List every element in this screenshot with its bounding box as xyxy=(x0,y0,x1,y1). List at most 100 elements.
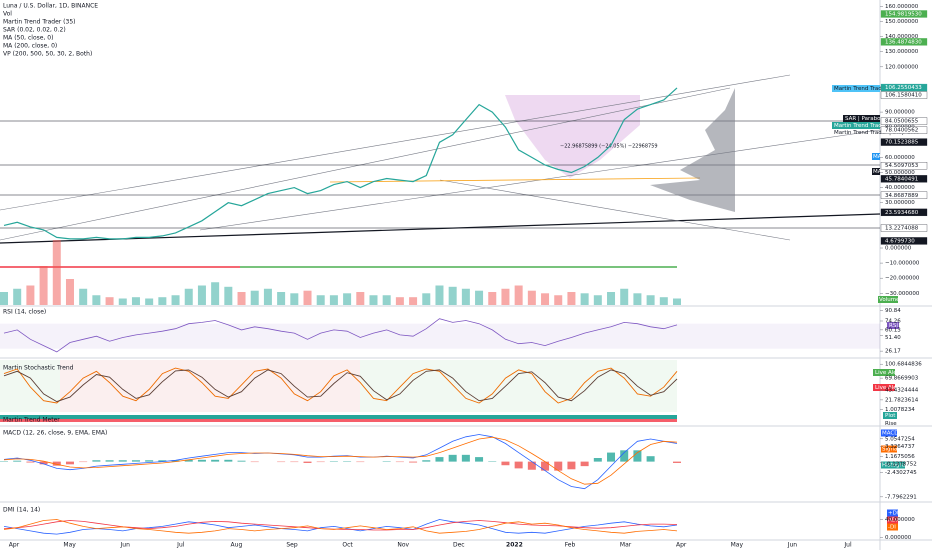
x-axis-label: Jun xyxy=(120,542,131,549)
macd-histogram-bar xyxy=(211,459,220,462)
volume-bar xyxy=(659,297,668,305)
line-tag: Martin Trend Trader | Trend Line xyxy=(834,123,922,129)
volume-bar xyxy=(65,279,74,305)
axis-label: −10.000000 xyxy=(885,261,920,267)
price-tag-bg xyxy=(880,208,928,217)
measure-annotation: −22.96875899 (−24.05%) −22968759 xyxy=(560,144,658,150)
axis-label: 1.0078234 xyxy=(885,407,915,413)
macd-histogram-bar xyxy=(409,461,418,463)
dmi-tag: -DI xyxy=(888,525,896,531)
tag-bg xyxy=(843,115,880,122)
axis-label: 60.13 xyxy=(885,327,901,333)
macd-histogram-bar xyxy=(52,461,61,466)
x-axis-label: Feb xyxy=(565,542,576,549)
axis-label: 40.000000 xyxy=(885,517,915,523)
x-axis-label: Sep xyxy=(286,542,298,549)
price-tag-bg xyxy=(880,191,928,199)
price-tag: 54.5097053 xyxy=(885,163,919,169)
line-tags: Martin Trend Trader | Live Alert SAR | P… xyxy=(832,85,922,303)
x-axis-label: Oct xyxy=(342,542,353,549)
dmi-tag: ADX xyxy=(888,518,900,524)
price-tag-bg xyxy=(880,38,928,46)
meter-title: Martin Trend Meter xyxy=(3,417,60,424)
axis-label: 140.000000 xyxy=(885,34,919,40)
price-tag-bg xyxy=(880,91,928,99)
tag-bg xyxy=(873,384,895,391)
macd-histogram-bar xyxy=(448,454,457,462)
dmi-title: DMI (14, 14) xyxy=(3,507,40,514)
line-tag: Volume xyxy=(879,297,900,303)
price-tag: 45.7840491 xyxy=(885,176,918,182)
axis-label: 90.84 xyxy=(885,308,901,314)
volume-bar xyxy=(422,293,431,305)
volume-bar xyxy=(0,292,8,305)
volume-bar xyxy=(92,295,101,305)
x-axis-label: Dec xyxy=(453,542,465,549)
symbol-title: Luna / U.S. Dollar, 1D, BINANCE xyxy=(3,3,98,10)
trendline xyxy=(0,74,791,211)
tag-bg xyxy=(881,429,897,437)
x-axis-label: Mar xyxy=(620,542,632,549)
volume-bar xyxy=(224,286,233,305)
tag-bg xyxy=(887,322,899,329)
volume-bar xyxy=(461,288,470,305)
volume-bar xyxy=(105,297,114,305)
trendline xyxy=(0,87,731,241)
dmi-line xyxy=(3,519,678,534)
axis-label: -7.7962291 xyxy=(885,494,917,500)
volume-bar xyxy=(369,295,378,305)
volume-bar xyxy=(79,288,88,305)
volume-bar xyxy=(580,293,589,305)
axis-label: 5.0547254 xyxy=(885,436,915,442)
volume-bar xyxy=(356,292,365,305)
volume-bar xyxy=(197,285,206,305)
x-axis-label: Apr xyxy=(9,542,20,549)
macd-tags: MACD Signal Histogram xyxy=(881,429,911,469)
line-tag: MA xyxy=(873,154,882,160)
x-axis-label: Apr xyxy=(676,542,687,549)
macd-histogram-bar xyxy=(422,460,431,462)
price-tag-bg xyxy=(880,162,928,170)
x-axis-label: 2022 xyxy=(506,542,523,549)
axis-label: 120.000000 xyxy=(885,64,919,70)
volume-bar xyxy=(13,288,22,305)
price-tag: 154.9819530 xyxy=(885,11,922,17)
indicator-name: SAR (0.02, 0.02, 0.2) xyxy=(3,27,66,34)
dmi-line xyxy=(3,519,678,535)
macd-histogram-bar xyxy=(118,460,127,462)
macd-histogram-bar xyxy=(673,461,681,463)
volume-bar xyxy=(329,295,338,305)
volume-bar xyxy=(409,297,418,305)
line-tag: MA xyxy=(873,169,882,175)
macd-histogram-bar xyxy=(435,457,444,462)
price-tag: 84.0500655 xyxy=(885,119,919,125)
volume-bar xyxy=(237,292,246,305)
volume-bar xyxy=(395,297,404,305)
macd-histogram-bar xyxy=(26,461,35,463)
volume-bar xyxy=(646,295,655,305)
macd-histogram-bar xyxy=(607,452,616,462)
price-line xyxy=(3,87,678,240)
price-tag: 78.0400562 xyxy=(885,128,918,134)
volume-bar xyxy=(435,285,444,305)
cup-zone xyxy=(505,95,640,178)
axis-label: 40.000000 xyxy=(885,185,915,191)
x-axis-label: Jul xyxy=(176,542,185,549)
axis-label: -2.4302745 xyxy=(885,470,917,476)
price-tag: 106.2550433 xyxy=(885,85,922,91)
macd-histogram-bar xyxy=(541,461,550,471)
x-axis-label: May xyxy=(731,542,744,549)
line-tag: Martin Trend Trader | Stop Loss xyxy=(834,130,919,136)
volume-bar xyxy=(448,286,457,305)
axis-label: 1.1675056 xyxy=(885,454,915,460)
macd-histogram-bar xyxy=(92,460,101,462)
volume-bar xyxy=(541,293,550,305)
volume-bar xyxy=(593,295,602,305)
volume-bar xyxy=(158,297,167,305)
tag-bg xyxy=(887,523,898,531)
indicator-name: Vol xyxy=(3,11,12,18)
